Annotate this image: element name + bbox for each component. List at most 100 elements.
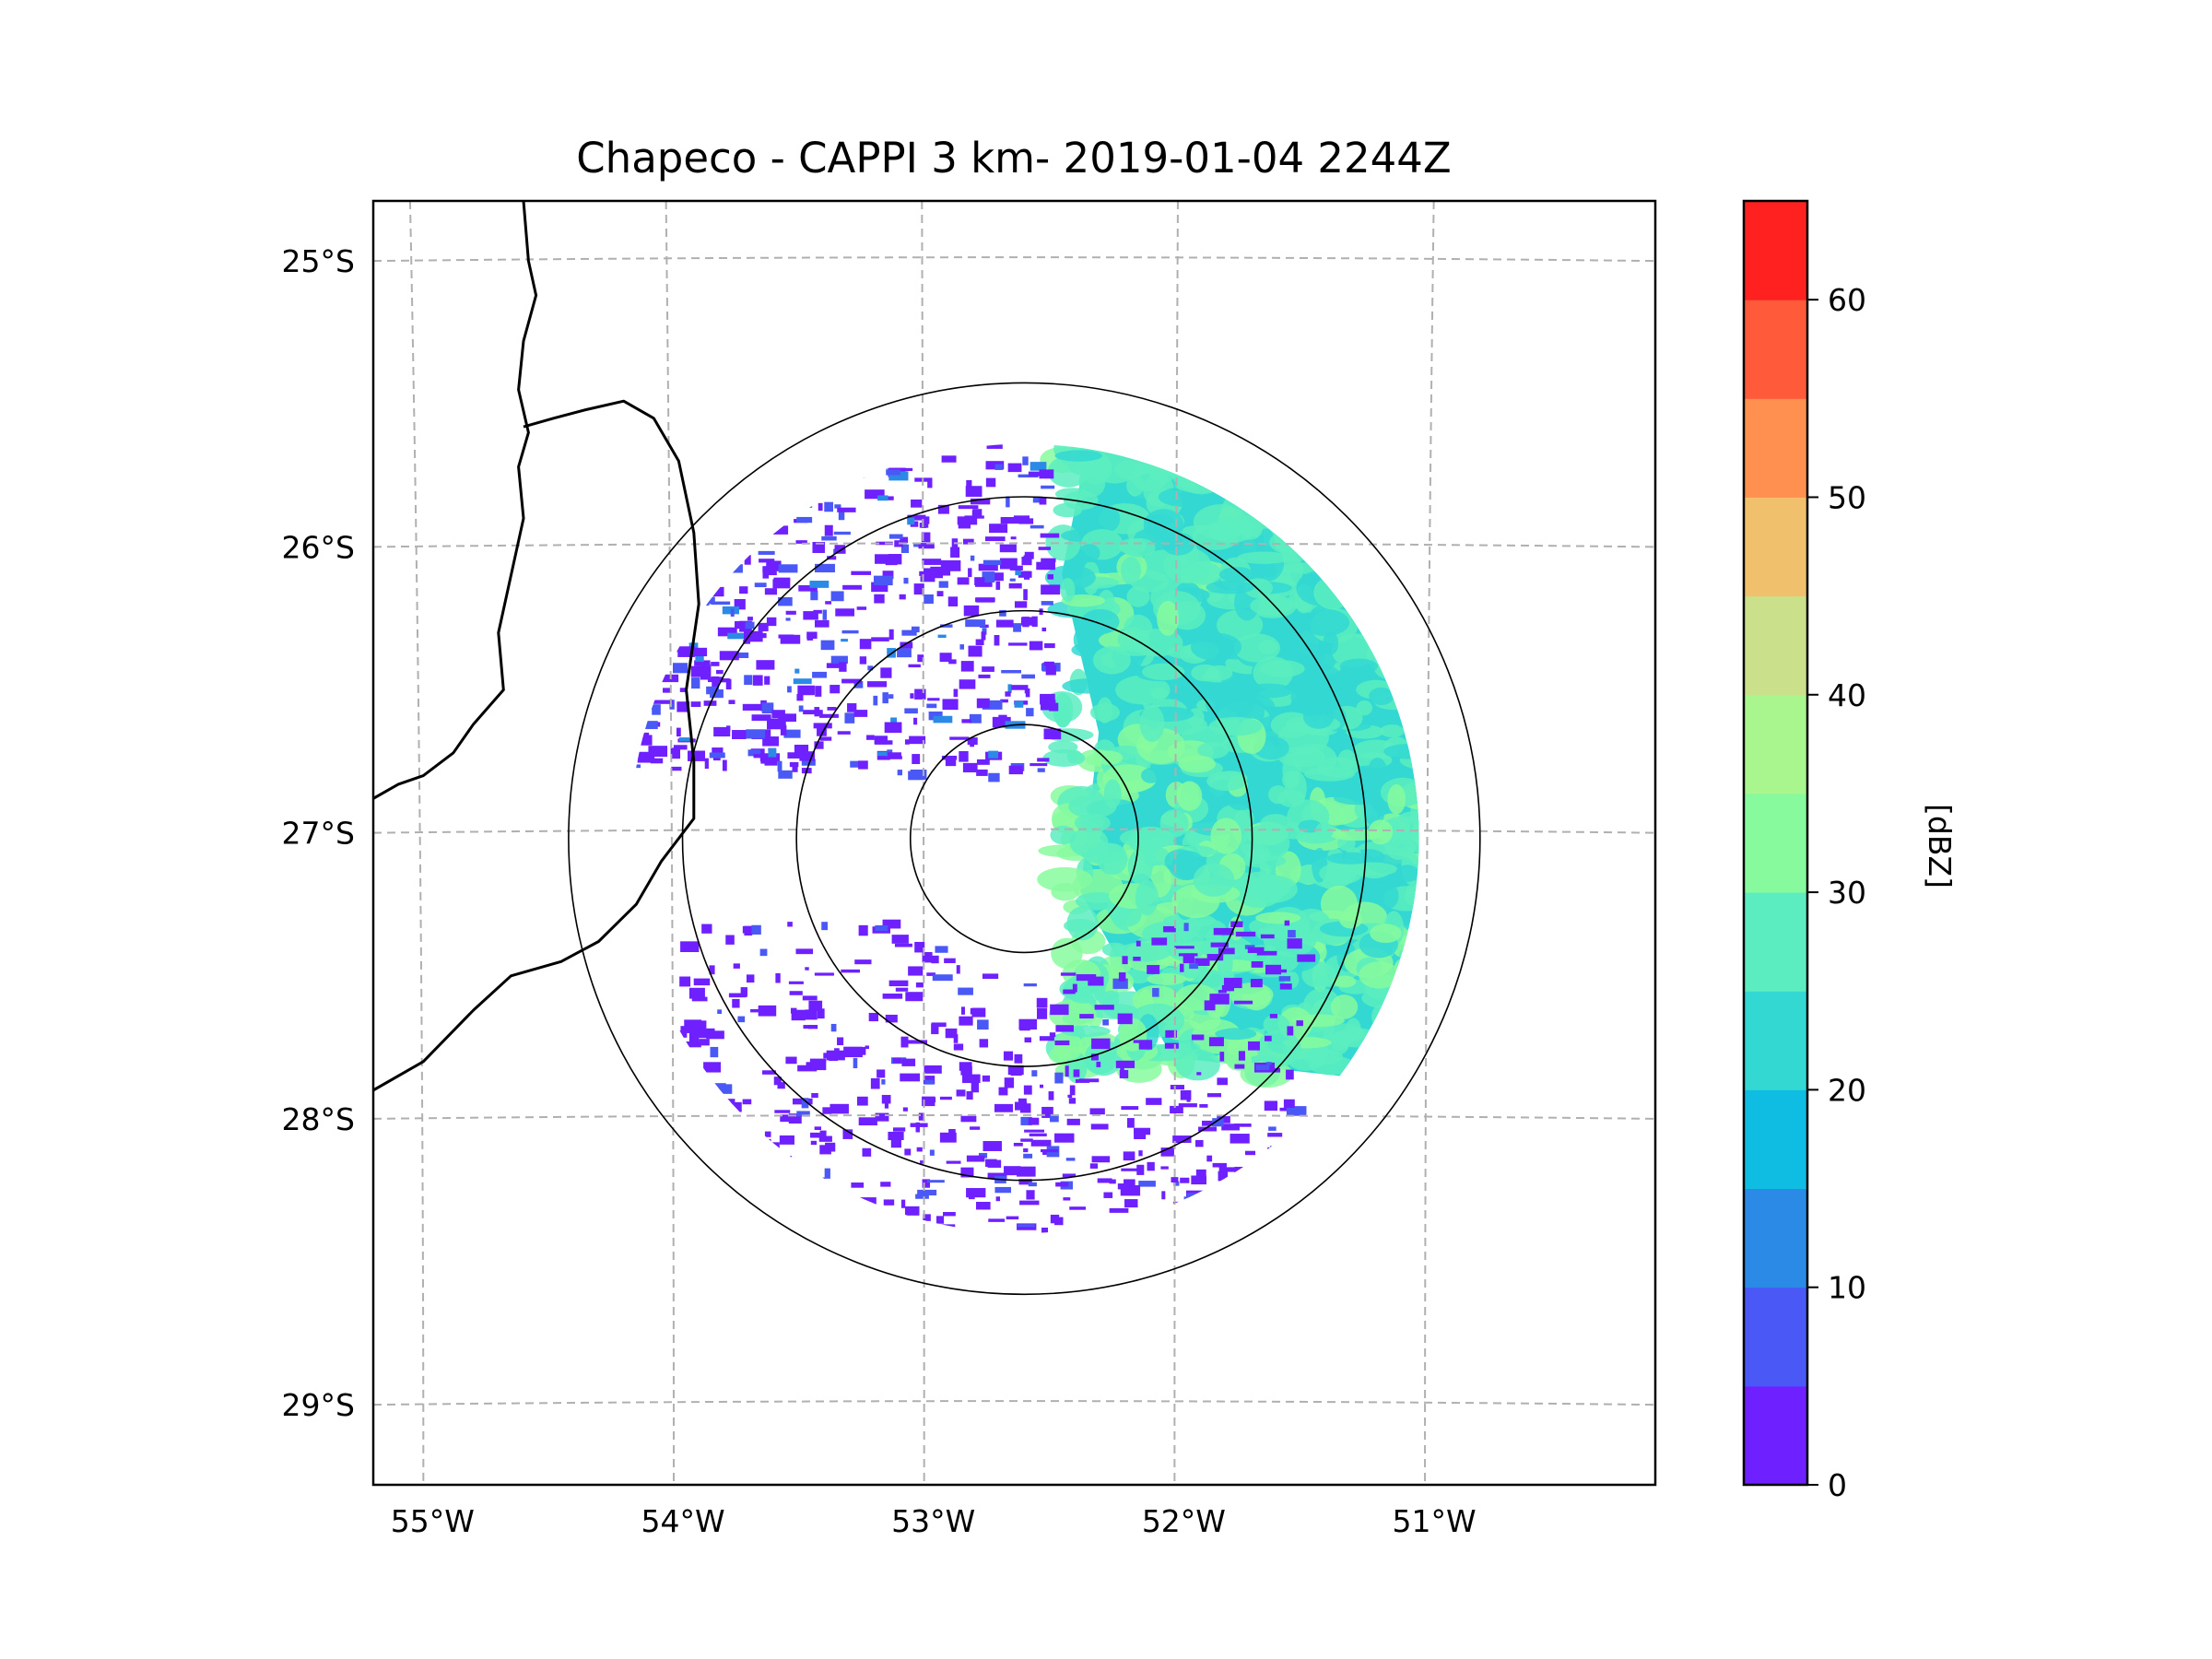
lat-tick-label: 26°S [282, 529, 355, 565]
echo-cell [850, 760, 864, 768]
echo-cell [1041, 601, 1053, 606]
echo-cell [1063, 989, 1076, 994]
echo-cell [1089, 1163, 1099, 1169]
echo-cell [711, 662, 720, 666]
echo-cell [978, 563, 998, 571]
echo-cell [960, 661, 974, 672]
echo-cell [1209, 994, 1230, 1005]
echo-cell [1183, 1196, 1200, 1200]
echo-cell [1121, 557, 1141, 585]
echo-cell [934, 433, 947, 436]
gridline-lon [1173, 201, 1179, 1485]
echo-cell [1287, 1026, 1294, 1036]
echo-cell [975, 639, 984, 646]
echo-cell [1199, 1103, 1208, 1108]
echo-cell [1009, 565, 1023, 571]
echo-cell [652, 704, 661, 715]
echo-cell [1308, 450, 1347, 476]
echo-cell [769, 1215, 787, 1225]
echo-cell [1278, 976, 1291, 982]
echo-cell [1183, 923, 1189, 932]
echo-cell [784, 1206, 796, 1218]
echo-cell [1097, 1178, 1112, 1183]
echo-cell [875, 924, 888, 932]
echo-cell [914, 941, 925, 953]
echo-cell [946, 1160, 961, 1164]
echo-cell [1410, 933, 1419, 951]
echo-cell [1178, 1103, 1197, 1108]
echo-cell [1394, 1004, 1410, 1022]
echo-cell [826, 1050, 845, 1061]
echo-cell [908, 966, 924, 976]
echo-cell [707, 413, 714, 418]
echo-cell [856, 606, 867, 610]
echo-cell [616, 665, 621, 674]
echo-cell [829, 443, 834, 452]
echo-cell [640, 516, 651, 523]
echo-cell [705, 378, 713, 389]
echo-cell [989, 524, 1008, 534]
echo-cell [615, 542, 619, 551]
echo-cell [876, 420, 889, 430]
echo-cell [1048, 1091, 1054, 1100]
echo-cell [892, 1127, 906, 1132]
echo-cell [882, 994, 903, 999]
echo-cell [704, 758, 709, 770]
echo-cell [1429, 482, 1448, 508]
echo-cell [764, 676, 771, 685]
chart-title: Chapeco - CAPPI 3 km- 2019-01-04 2244Z [576, 134, 1451, 182]
colorbar-tick-label: 30 [1828, 875, 1866, 911]
echo-cell [1322, 398, 1356, 416]
echo-cell [1393, 478, 1419, 507]
echo-cell [1286, 1106, 1307, 1116]
echo-cell [1102, 1019, 1109, 1026]
echo-cell [1115, 675, 1171, 705]
echo-cell [1422, 835, 1438, 857]
echo-cell [1347, 559, 1397, 591]
echo-cell [820, 450, 826, 454]
echo-cell [777, 412, 787, 421]
echo-cell [817, 1008, 825, 1019]
echo-cell [789, 761, 799, 768]
echo-cell [1373, 1037, 1394, 1060]
gridline-lon [921, 201, 925, 1485]
echo-cell [809, 581, 830, 588]
echo-cell [1067, 1094, 1073, 1099]
echo-cell [988, 750, 999, 759]
echo-cell [877, 1069, 886, 1078]
colorbar-tick-label: 10 [1828, 1270, 1866, 1306]
echo-cell [888, 1131, 904, 1141]
echo-cell [1078, 544, 1100, 563]
echo-cell [725, 935, 735, 945]
echo-cell [759, 559, 775, 563]
echo-cell [830, 1103, 849, 1114]
echo-cell [841, 629, 859, 634]
echo-cell [899, 594, 906, 600]
echo-cell [1015, 389, 1035, 396]
echo-cell [830, 655, 848, 665]
echo-cell [1135, 879, 1159, 916]
echo-cell [1269, 1014, 1277, 1018]
echo-cell [606, 468, 618, 476]
echo-cell [1383, 744, 1419, 759]
echo-cell [1427, 518, 1471, 536]
echo-cell [691, 677, 700, 689]
echo-cell [604, 466, 611, 470]
echo-cell [1117, 1013, 1133, 1025]
echo-cell [935, 1216, 945, 1224]
echo-cell [885, 556, 898, 566]
echo-cell [1096, 1061, 1101, 1067]
echo-cell [875, 554, 891, 564]
echo-cell [1387, 412, 1407, 426]
echo-cell [1295, 512, 1312, 541]
echo-cell [1074, 813, 1111, 832]
echo-cell [970, 1126, 981, 1130]
echo-cell [877, 751, 891, 757]
echo-cell [629, 704, 641, 714]
echo-cell [921, 532, 931, 543]
echo-cell [728, 993, 747, 998]
echo-cell [703, 1152, 723, 1159]
echo-cell [1408, 567, 1419, 586]
echo-cell [834, 545, 846, 553]
echo-cell [1138, 1150, 1143, 1157]
